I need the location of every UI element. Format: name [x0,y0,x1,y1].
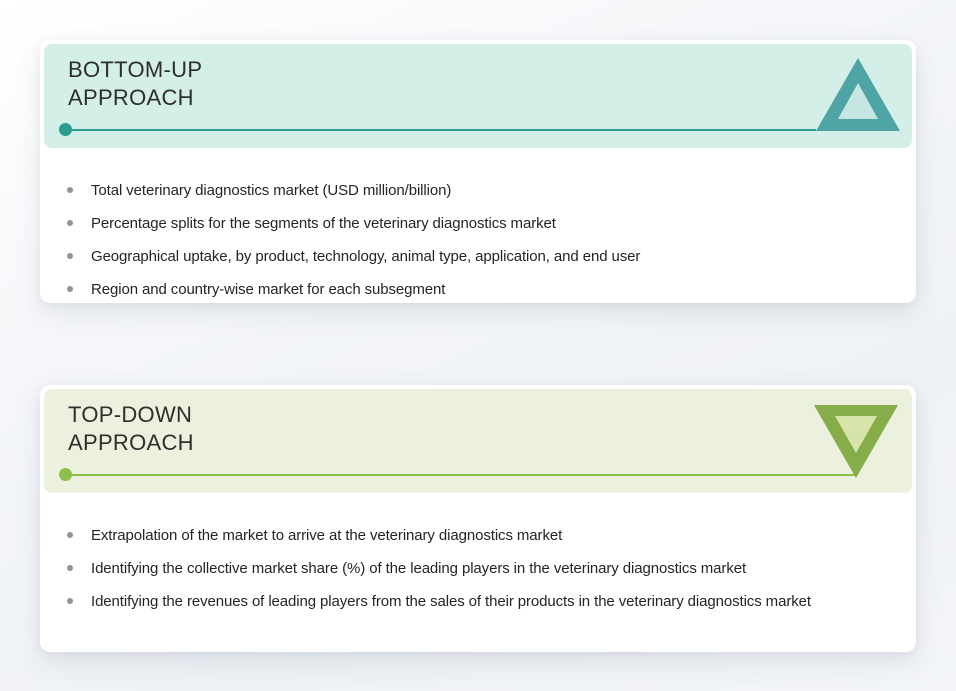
list-item: Total veterinary diagnostics market (USD… [64,181,892,200]
list-item: Identifying the collective market share … [64,559,892,578]
list-item: Region and country-wise market for each … [64,280,892,299]
card-bottom-up-approach: BOTTOM-UP APPROACH Total veterinary diag… [40,40,916,303]
title-line-2: APPROACH [68,430,194,455]
title-line-1: TOP-DOWN [68,402,193,427]
card-bottom-up-header: BOTTOM-UP APPROACH [44,44,912,148]
title-line-1: BOTTOM-UP [68,57,203,82]
bullet-list: Extrapolation of the market to arrive at… [40,497,916,611]
accent-underline [65,474,856,476]
bullet-list: Total veterinary diagnostics market (USD… [40,152,916,299]
triangle-down-icon [814,405,898,478]
list-item: Identifying the revenues of leading play… [64,592,892,611]
accent-underline [65,129,816,131]
card-top-down-body: Extrapolation of the market to arrive at… [40,497,916,611]
list-item: Percentage splits for the segments of th… [64,214,892,233]
card-top-down-header: TOP-DOWN APPROACH [44,389,912,493]
card-top-down-title: TOP-DOWN APPROACH [68,401,194,457]
card-bottom-up-title: BOTTOM-UP APPROACH [68,56,202,112]
list-item: Geographical uptake, by product, technol… [64,247,892,266]
card-bottom-up-body: Total veterinary diagnostics market (USD… [40,152,916,299]
card-top-down-approach: TOP-DOWN APPROACH Extrapolation of the m… [40,385,916,652]
title-line-2: APPROACH [68,85,194,110]
list-item: Extrapolation of the market to arrive at… [64,526,892,545]
triangle-up-icon [816,58,900,131]
